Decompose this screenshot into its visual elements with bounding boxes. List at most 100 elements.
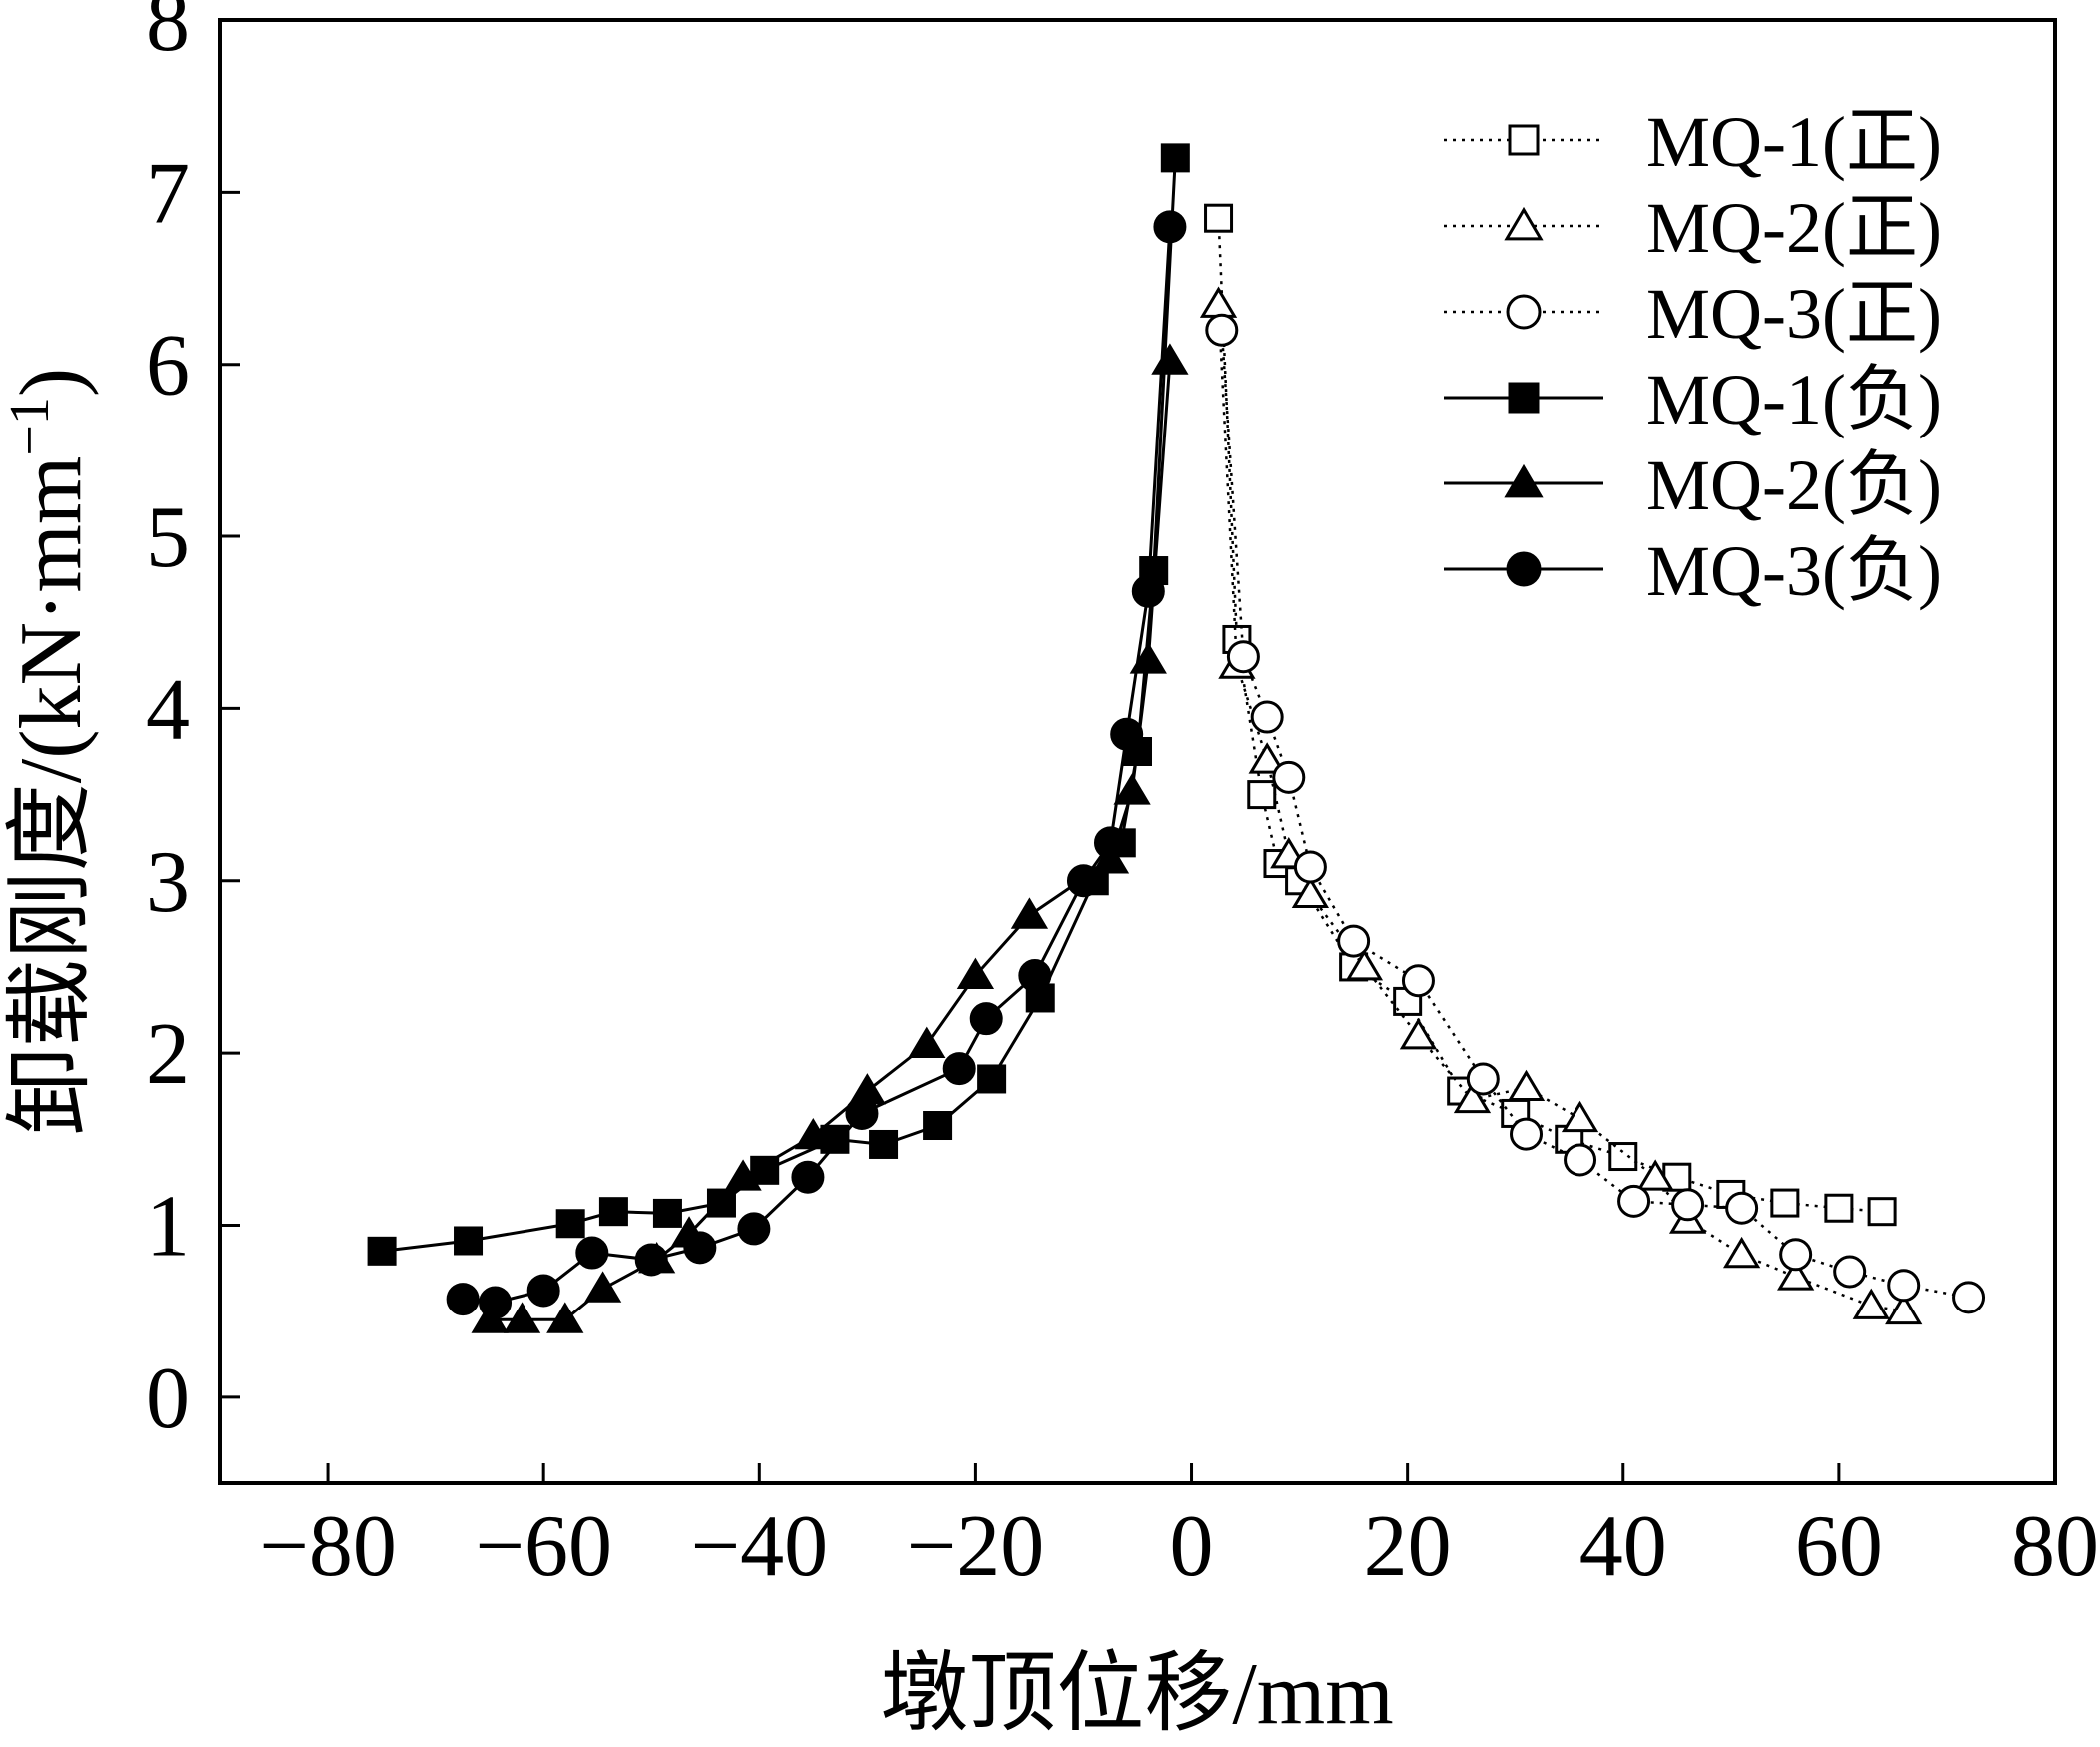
- data-point: [1272, 760, 1306, 794]
- data-point: [1779, 1238, 1813, 1272]
- y-tick-label: 4: [146, 661, 190, 758]
- x-tick-label: 60: [1795, 1498, 1883, 1595]
- data-point: [1066, 864, 1100, 898]
- data-point: [923, 1111, 953, 1141]
- data-point: [575, 1236, 609, 1270]
- legend-label: MQ-1(负): [1646, 360, 1942, 439]
- x-tick-label: 40: [1579, 1498, 1667, 1595]
- data-point: [1226, 640, 1260, 674]
- data-point: [1453, 1081, 1492, 1114]
- y-axis-title-close: ): [3, 368, 100, 397]
- data-point: [1617, 1184, 1651, 1218]
- x-tick-label: −80: [259, 1498, 397, 1595]
- legend-label: MQ-2(负): [1646, 445, 1942, 525]
- data-point: [1671, 1188, 1705, 1222]
- legend-label: MQ-2(正): [1646, 188, 1942, 268]
- data-point: [652, 1198, 682, 1228]
- y-tick-label: 2: [146, 1006, 190, 1103]
- data-point: [546, 1302, 584, 1333]
- series-line: [381, 157, 1177, 1253]
- legend-marker: [1504, 206, 1544, 241]
- data-point: [1247, 780, 1277, 810]
- plot-frame: [218, 18, 2057, 1485]
- series-line: [1220, 330, 1969, 1300]
- data-point: [454, 1226, 484, 1256]
- data-point: [1110, 717, 1144, 751]
- legend-entry: MQ-2(负): [1444, 445, 1942, 525]
- data-point: [1885, 1293, 1923, 1325]
- series-3: [1205, 313, 1986, 1314]
- data-point: [942, 1052, 976, 1086]
- y-tick-label: 1: [146, 1178, 190, 1275]
- y-axis-title-main: 卸载刚度/(kN·mm: [3, 456, 100, 1136]
- data-point: [1205, 313, 1239, 347]
- data-point: [1129, 642, 1167, 674]
- x-tick-label: 80: [2011, 1498, 2099, 1595]
- data-point: [791, 1160, 825, 1194]
- series-2: [1199, 286, 1923, 1325]
- data-point: [1510, 1117, 1544, 1151]
- data-point: [956, 957, 995, 990]
- data-point: [1725, 1191, 1759, 1225]
- data-point: [908, 1026, 946, 1058]
- legend: MQ-1(正)MQ-2(正)MQ-3(正)MQ-1(负)MQ-2(负)MQ-3(…: [1444, 102, 1942, 611]
- y-tick-label: 7: [146, 145, 190, 242]
- data-point: [1867, 1197, 1897, 1227]
- data-point: [555, 1209, 585, 1239]
- y-tick-label: 6: [146, 318, 190, 415]
- y-tick-label: 5: [146, 489, 190, 586]
- ticks-layer: −80 −60 −40 −20 0 20 40 60 80 0 1 2 3 4 5 6 7 8: [146, 0, 2099, 1595]
- y-tick-label: 8: [146, 0, 190, 70]
- series-line: [490, 361, 1172, 1321]
- legend-marker: [1504, 463, 1544, 498]
- legend-label: MQ-3(负): [1646, 531, 1942, 611]
- data-point: [1833, 1255, 1867, 1289]
- data-point: [869, 1129, 899, 1159]
- data-point: [1952, 1281, 1986, 1314]
- data-point: [1131, 574, 1165, 608]
- data-point: [1887, 1269, 1921, 1303]
- data-point: [1722, 1236, 1761, 1269]
- data-point: [724, 1159, 762, 1191]
- x-tick-label: 20: [1364, 1498, 1452, 1595]
- legend-entry: MQ-3(正): [1444, 274, 1942, 354]
- legend-entry: MQ-1(负): [1444, 360, 1942, 439]
- y-axis-title-sup: −1: [0, 397, 61, 456]
- data-point: [794, 1117, 832, 1150]
- legend-label: MQ-3(正): [1646, 274, 1942, 354]
- data-point: [1293, 850, 1327, 884]
- data-point: [1770, 1188, 1800, 1218]
- series-line: [1217, 304, 1904, 1312]
- data-point: [503, 1302, 541, 1333]
- data-point: [1852, 1288, 1890, 1319]
- data-point: [1564, 1143, 1597, 1177]
- data-point: [1466, 1062, 1500, 1096]
- data-point: [706, 1188, 736, 1218]
- data-point: [1160, 143, 1190, 173]
- legend-marker: [1506, 551, 1542, 587]
- x-tick-label: −40: [690, 1498, 828, 1595]
- series-6: [446, 210, 1187, 1319]
- data-point: [1010, 897, 1049, 929]
- data-point: [1636, 1159, 1674, 1191]
- data-point: [1345, 949, 1384, 981]
- data-point: [1018, 959, 1052, 993]
- data-point: [977, 1064, 1007, 1094]
- data-point: [526, 1274, 560, 1308]
- data-point: [1250, 700, 1284, 734]
- data-point: [1399, 1017, 1438, 1050]
- data-point: [634, 1243, 668, 1277]
- legend-entry: MQ-1(正): [1444, 102, 1942, 182]
- y-axis-title: 卸载刚度/(kN·mm−1): [0, 368, 100, 1135]
- data-point: [446, 1283, 480, 1316]
- x-tick-label: 0: [1170, 1498, 1214, 1595]
- data-point: [1151, 343, 1189, 375]
- legend-marker: [1508, 124, 1540, 156]
- legend-entry: MQ-2(正): [1444, 188, 1942, 268]
- data-point: [683, 1231, 717, 1265]
- data-point: [367, 1236, 397, 1266]
- data-point: [845, 1096, 879, 1130]
- x-tick-label: −20: [907, 1498, 1045, 1595]
